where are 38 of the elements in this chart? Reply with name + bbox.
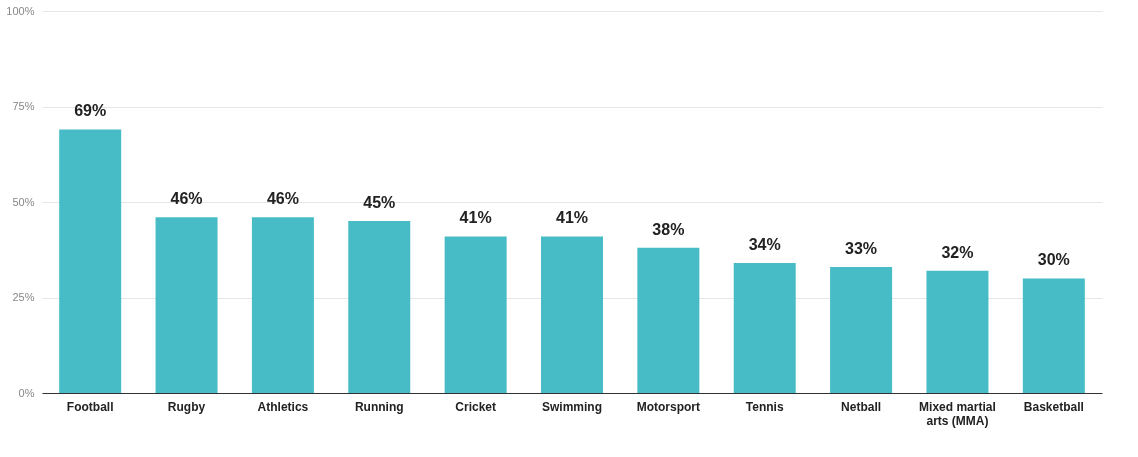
x-tick-label: Rugby [167,399,206,414]
x-tick-label: Running [354,399,404,414]
x-tick-label: Athletics [257,399,309,414]
data-label: 33% [845,239,878,257]
data-label: 34% [748,236,781,254]
data-label: 45% [363,194,396,212]
data-label: 30% [1037,251,1070,269]
bar [541,236,603,393]
bar [155,217,218,393]
bar [733,263,796,393]
bar [830,266,893,393]
x-tick-label: Swimming [541,399,603,414]
y-tick-label: 100% [6,4,35,17]
data-label: 38% [652,220,685,238]
data-label: 69% [74,102,107,120]
bar [251,217,314,393]
bar [926,270,989,393]
bar [637,247,700,393]
data-label: 41% [459,209,492,227]
bar [444,236,507,393]
x-tick-label: Tennis [745,399,784,414]
data-label: 46% [170,190,203,208]
data-label: 41% [555,209,589,227]
bar [1022,278,1085,393]
x-tick-label: Mixed martial arts (MMA) [919,399,996,428]
x-tick-label: Football [66,399,114,414]
x-tick-label: Cricket [455,399,496,414]
data-label: 32% [941,243,974,261]
y-tick-label: 75% [12,100,35,112]
x-tick-label: Basketball [1023,399,1084,414]
y-tick-label: 0% [18,386,35,399]
bar [59,129,122,393]
x-tick-label: Netball [841,399,882,414]
data-label: 46% [266,190,299,208]
bar [348,221,411,393]
y-tick-label: 25% [12,291,35,303]
x-tick-label: Motorsport [636,399,701,414]
y-tick-label: 50% [12,195,35,208]
